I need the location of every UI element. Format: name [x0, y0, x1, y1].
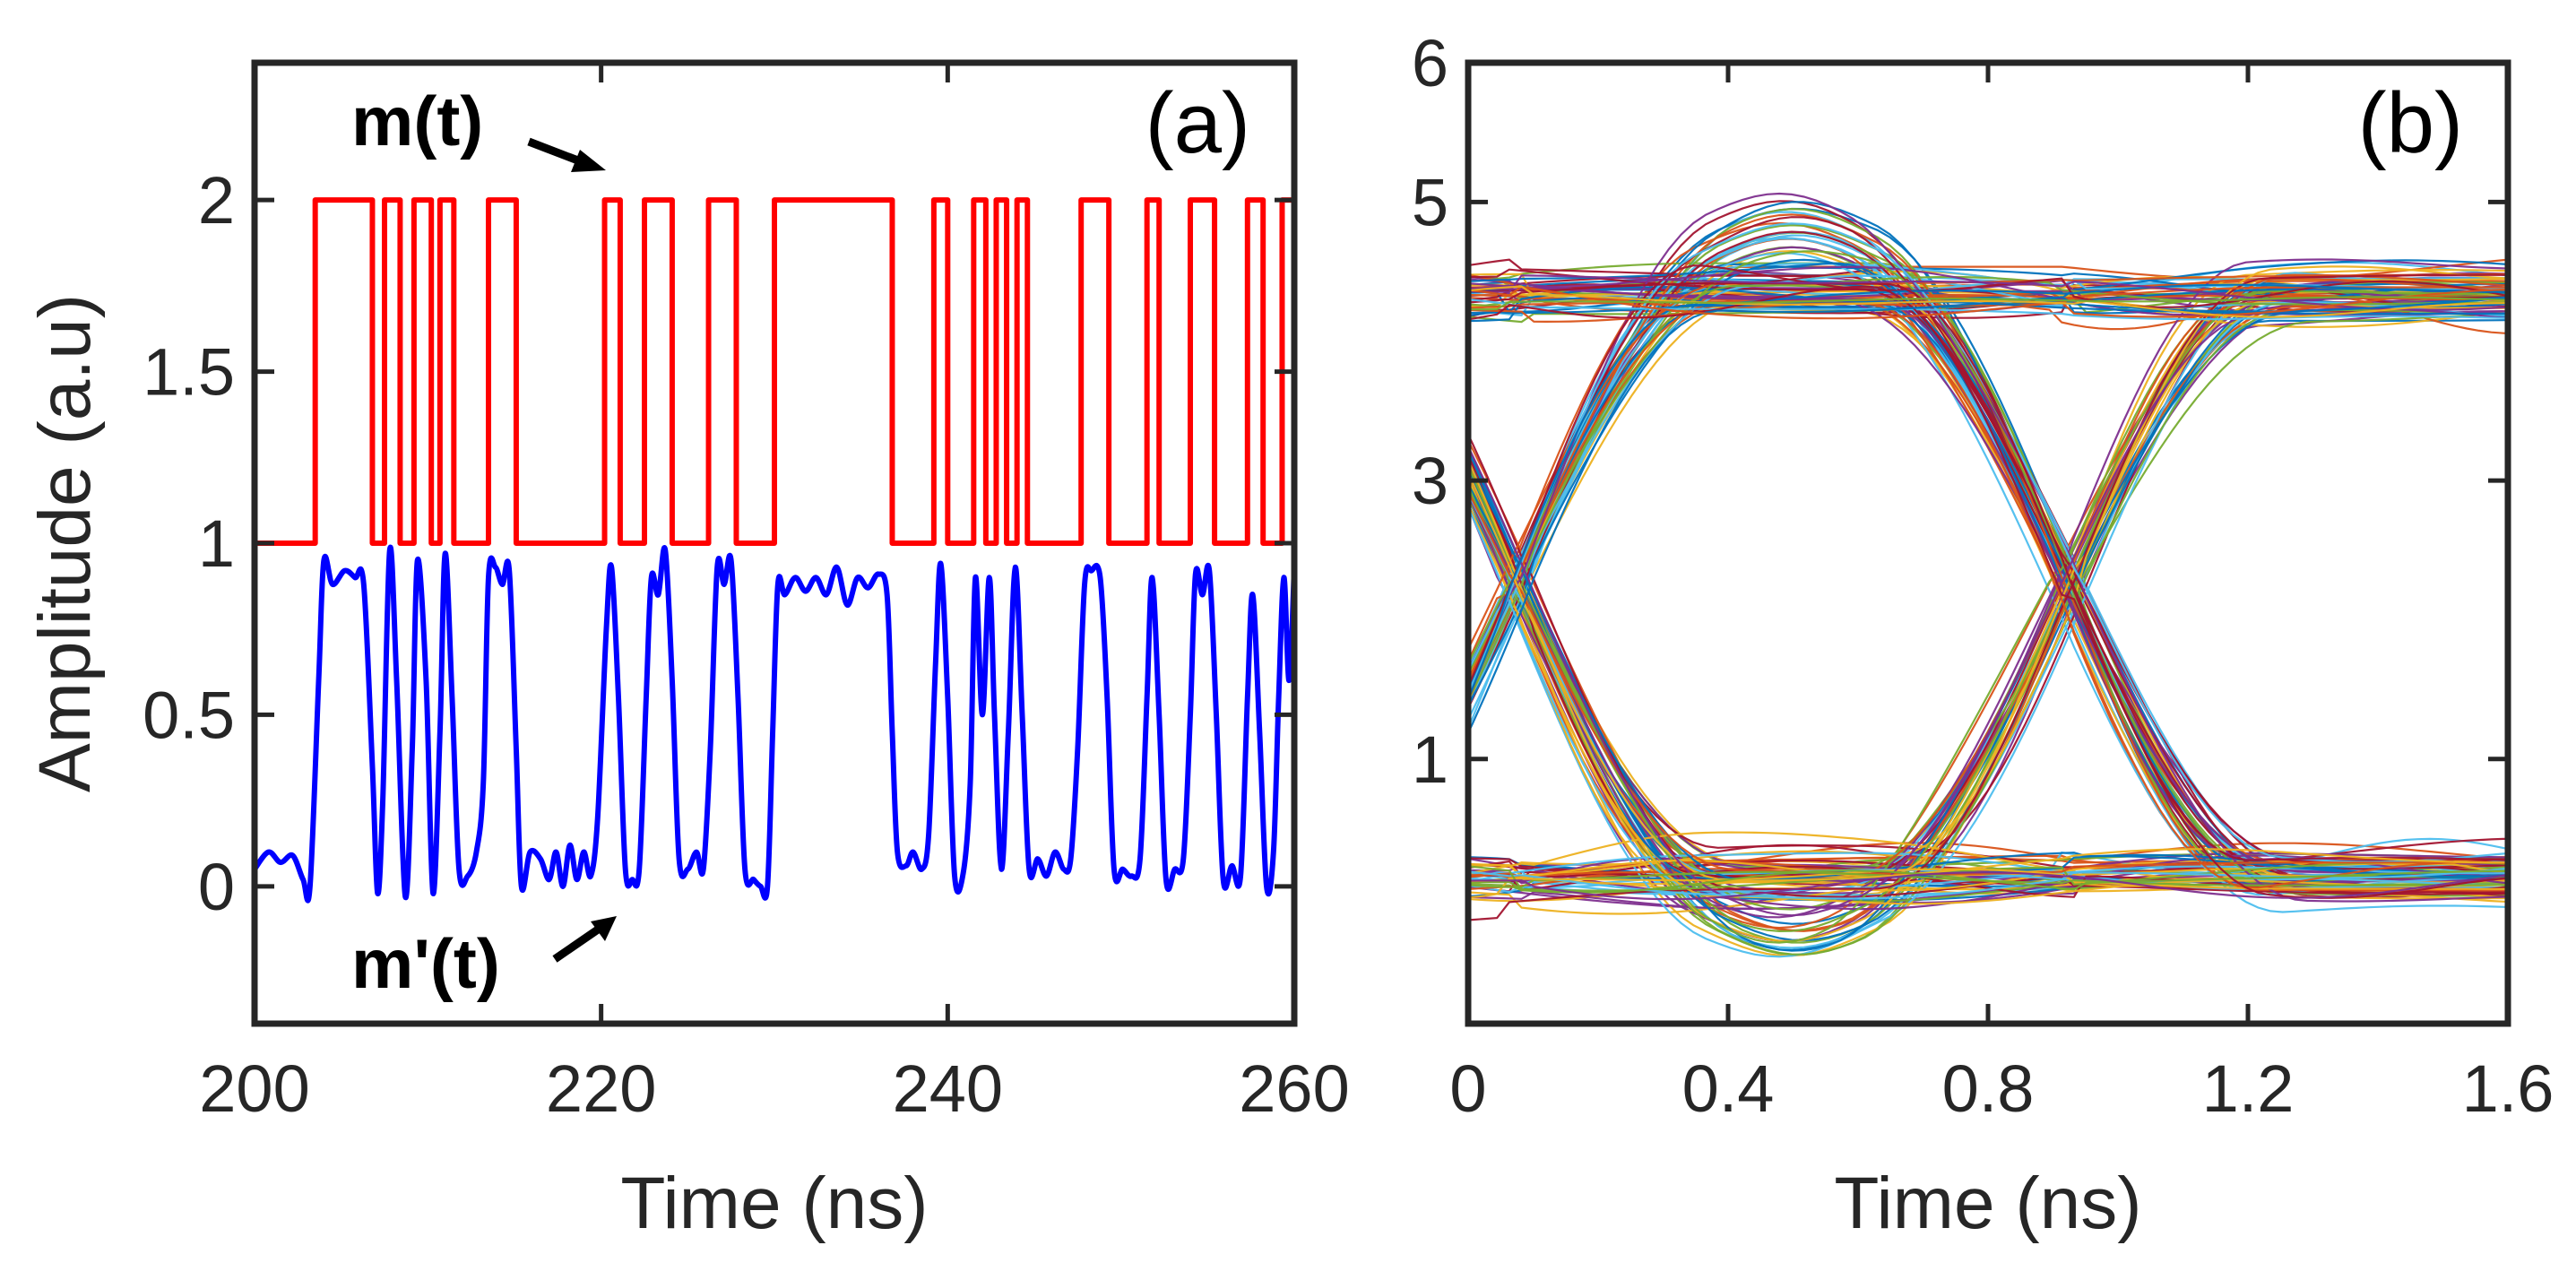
panel-a-xtick-label: 260 — [1239, 1051, 1349, 1126]
eye-trace — [1468, 867, 2508, 900]
panel-a-xlabel: Time (ns) — [620, 1163, 928, 1244]
series-m-t-line — [255, 197, 1294, 546]
annotation-m-prime-label: m'(t) — [351, 924, 500, 1003]
panel-a-ytick-label: 1 — [198, 506, 235, 581]
eye-trace — [1468, 265, 2508, 899]
eye-trace — [1468, 285, 2508, 320]
panel-a-ylabel: Amplitude (a.u) — [24, 294, 106, 792]
eye-trace — [1468, 865, 2508, 894]
panel-a-label: (a) — [1145, 75, 1250, 171]
eye-trace — [1468, 848, 2508, 883]
eye-trace — [1468, 310, 2508, 917]
annotation-m-prime-arrow — [552, 916, 617, 963]
panel-a-ytick-label: 1.5 — [143, 335, 235, 410]
eye-trace — [1468, 871, 2508, 901]
panel-b-ytick-label: 3 — [1412, 444, 1448, 518]
eye-trace — [1468, 216, 2508, 862]
eye-trace — [1468, 285, 2508, 318]
panel-a-ytick-label: 0 — [198, 850, 235, 924]
panel-b-xtick-label: 1.2 — [2202, 1051, 2295, 1126]
panel-b-xlabel: Time (ns) — [1834, 1163, 2141, 1244]
panel-b-xtick-label: 0.8 — [1942, 1051, 2035, 1126]
panel-b-xtick-label: 0.4 — [1682, 1051, 1775, 1126]
eye-trace — [1468, 302, 2508, 889]
panel-b-ytick-label: 1 — [1412, 722, 1448, 797]
panel-b-ytick-label: 6 — [1412, 26, 1448, 100]
panel-a-xtick-label: 200 — [199, 1051, 309, 1126]
panel-a-series-group — [255, 197, 1294, 904]
eye-trace — [1468, 264, 2508, 690]
panel-b-label: (b) — [2358, 75, 2463, 171]
eye-trace — [1468, 290, 2508, 933]
panel-a: 200 220 240 260 0 0.5 1 1.5 2 Time (ns) Amplitud… — [24, 59, 1350, 1244]
annotation-m-label: m(t) — [351, 82, 483, 160]
panel-b-xtick-label: 0 — [1449, 1051, 1486, 1126]
panel-b: 0 0.4 0.8 1.2 1.6 1 3 5 6 Time (ns) (b) — [1412, 26, 2554, 1244]
eye-trace — [1468, 273, 2508, 921]
panel-a-ytick-label: 0.5 — [143, 678, 235, 752]
eye-trace — [1468, 296, 2508, 736]
panel-a-xtick-label: 240 — [893, 1051, 1003, 1126]
eye-trace — [1468, 285, 2508, 899]
eye-trace — [1468, 470, 2508, 890]
panel-b-ticks: 0 0.4 0.8 1.2 1.6 1 3 5 6 — [1412, 26, 2554, 1126]
panel-a-xtick-label: 220 — [546, 1051, 656, 1126]
panel-b-xtick-label: 1.6 — [2462, 1051, 2554, 1126]
eye-trace — [1468, 283, 2508, 317]
eye-trace — [1468, 274, 2508, 311]
panel-b-ytick-label: 5 — [1412, 165, 1448, 239]
eye-trace — [1468, 852, 2508, 890]
annotation-m-arrow — [527, 137, 606, 172]
panel-b-eye-traces — [1468, 192, 2508, 958]
eye-trace — [1468, 298, 2508, 321]
eye-trace — [1468, 296, 2508, 311]
panel-a-ticks: 200 220 240 260 0 0.5 1 1.5 2 — [143, 63, 1350, 1126]
eye-trace — [1468, 874, 2508, 910]
series-m-prime-t-line — [255, 544, 1294, 904]
panel-a-ytick-label: 2 — [198, 163, 235, 238]
